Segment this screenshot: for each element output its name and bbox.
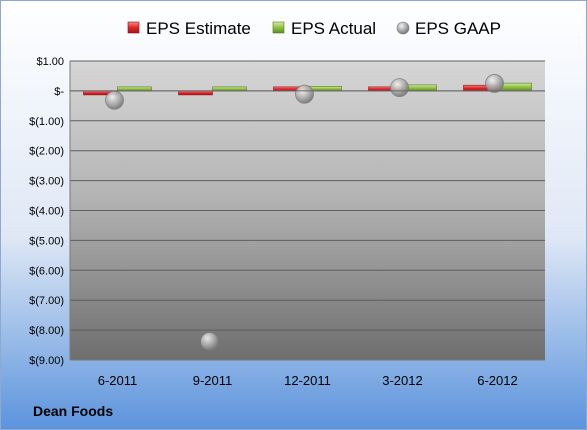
y-tick-label: $(5.00): [29, 235, 64, 247]
bars: [83, 82, 532, 96]
eps-actual-bar: [117, 86, 152, 92]
eps-gaap-bubble: [390, 78, 409, 98]
eps-actual-bar: [212, 86, 247, 92]
company-label: Dean Foods: [33, 403, 113, 419]
y-tick-label: $(6.00): [29, 265, 64, 277]
x-axis-tick-labels: 6-2011 9-2011 12-2011 3-2012 6-2012: [98, 373, 518, 388]
eps-estimate-bar: [178, 90, 213, 96]
x-tick-label: 9-2011: [193, 373, 233, 388]
gridlines: [69, 60, 545, 361]
y-tick-label: $-: [54, 86, 64, 98]
x-tick-label: 12-2011: [284, 373, 331, 388]
legend-label: EPS Actual: [291, 19, 376, 38]
y-tick-label: $(3.00): [29, 176, 64, 188]
legend-swatch: [396, 21, 410, 35]
y-tick-label: $(7.00): [29, 295, 64, 307]
legend-label: EPS GAAP: [415, 19, 501, 38]
y-tick-label: $1.00: [36, 56, 64, 68]
eps-gaap-bubble: [200, 332, 219, 351]
y-tick-label: $(2.00): [29, 146, 64, 158]
x-tick-label: 6-2011: [98, 373, 138, 388]
legend: EPS Estimate EPS Actual EPS GAAP: [127, 19, 501, 38]
eps-gaap-bubble: [485, 74, 504, 93]
y-tick-label: $(8.00): [29, 325, 64, 337]
eps-gaap-bubble: [295, 84, 314, 104]
x-tick-label: 3-2012: [382, 373, 422, 388]
legend-swatch: [127, 21, 140, 34]
y-tick-label: $(1.00): [29, 116, 64, 128]
legend-label: EPS Estimate: [146, 19, 251, 38]
y-tick-label: $(4.00): [29, 206, 64, 218]
eps-gaap-bubble: [105, 90, 124, 110]
y-axis-tick-labels: $1.00 $- $(1.00) $(2.00) $(3.00) $(4.00) $(5.0…: [29, 56, 64, 367]
legend-swatch: [272, 21, 285, 34]
gaap-bubbles: [105, 74, 504, 351]
y-tick-label: $(9.00): [29, 355, 64, 367]
x-tick-label: 6-2012: [477, 373, 517, 388]
